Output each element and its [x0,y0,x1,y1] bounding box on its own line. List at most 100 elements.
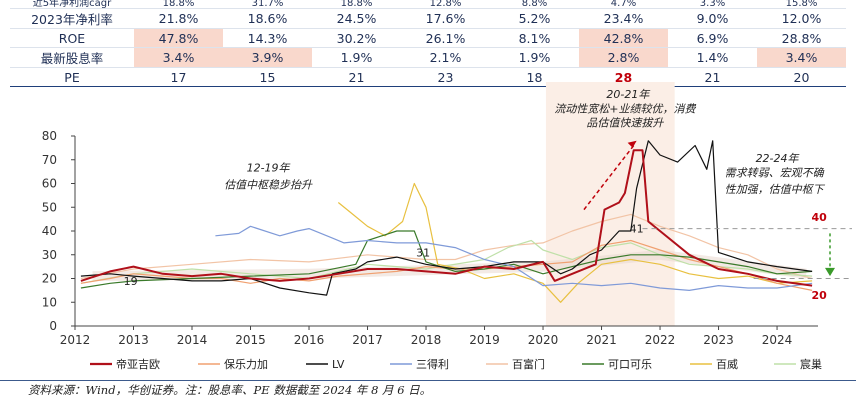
table-cell: 6.9% [668,28,757,48]
annotation: 12-19年 [247,162,291,175]
table-cell: 4.7% [579,0,668,9]
table-cell: 42.8% [579,28,668,48]
series-line-2 [80,140,813,296]
legend-label: 百富门 [512,357,545,371]
x-tick-label: 2024 [762,333,793,347]
series-line-4 [80,213,813,280]
row-label: 近5年净利润cagr [10,0,134,9]
table-cell: 1.4% [668,47,757,68]
table-row: 2023年净利率 21.8% 18.6% 24.5% 17.6% 5.2% 23.4% 9.0… [10,8,846,29]
x-tick-label: 2019 [469,333,500,347]
table-cell: 14.3% [223,28,312,48]
table-cell: 1.9% [312,47,401,68]
value-label: 41 [630,223,644,236]
table-cell: 3.4% [134,47,223,68]
legend-label: 帝亚吉欧 [116,357,160,371]
table-cell: 21 [312,67,401,87]
x-tick-label: 2015 [235,333,266,347]
valuation-table: 近5年净利润cagr 18.8% 31.7% 18.8% 12.8% 8.8% 4.7% 3.… [10,0,846,87]
table-cell: 12.8% [401,0,490,9]
x-tick-label: 2016 [294,333,325,347]
y-tick-label: 30 [42,248,57,262]
annotation: 22-24年 [756,152,800,165]
table-cell: 23.4% [579,8,668,29]
table-cell: 26.1% [401,28,490,48]
x-tick-label: 2017 [352,333,383,347]
x-tick-label: 2014 [177,333,208,347]
legend-label: 三得利 [416,358,449,371]
table-cell: 18.8% [312,0,401,9]
y-tick-label: 50 [42,200,57,214]
x-tick-label: 2021 [586,333,617,347]
table-cell: 23 [401,67,490,87]
y-tick-label: 40 [42,224,57,238]
table-cell: 31.7% [223,0,312,9]
table-cell: 2.1% [401,47,490,68]
annotation: 估值中枢稳步抬升 [224,178,313,191]
table-cell: 15 [223,67,312,87]
legend-label: 百威 [716,358,738,371]
annotation: 品估值快速拔升 [586,117,664,130]
x-tick-label: 2012 [60,333,91,347]
source-note: 资料来源：Wind，华创证券。注：股息率、PE 数据截至 2024 年 8 月 … [28,383,432,397]
y-tick-label: 0 [49,319,57,333]
y-tick-label: 60 [42,177,57,191]
table-cell: 17 [134,67,223,87]
table-cell: 3.3% [668,0,757,9]
legend-label: LV [332,358,345,371]
table-cell: 9.0% [668,8,757,29]
x-tick-label: 2020 [528,333,559,347]
table-cell: 15.8% [757,0,846,9]
x-tick-label: 2018 [411,333,442,347]
value-label: 40 [812,211,828,224]
footer-divider [0,380,856,381]
value-label: 31 [416,246,430,259]
table-cell: 21 [668,67,757,87]
table-cell: 20 [757,67,846,87]
rise-arrow-head [627,140,637,148]
legend-label: 可口可乐 [608,358,652,371]
x-tick-label: 2013 [118,333,149,347]
table-cell: 3.4% [757,47,846,68]
row-label: ROE [10,28,134,48]
value-label: 19 [124,275,138,288]
annotation: 需求转弱、宏观不确 [725,166,825,179]
table-cell: 8.1% [490,28,579,48]
x-tick-label: 2023 [703,333,734,347]
series-line-3 [215,225,813,291]
table-row: ROE 47.8% 14.3% 30.2% 26.1% 8.1% 42.8% 6.9% 28.8… [10,28,846,48]
row-label: 2023年净利率 [10,8,134,29]
table-cell: 17.6% [401,8,490,29]
series-line-0 [80,149,813,287]
table-cell: 21.8% [134,8,223,29]
table-cell: 1.9% [490,47,579,68]
legend-label: 保乐力加 [224,357,268,371]
annotation: 流动性宽松+业绩较优，消费 [554,102,696,115]
table-cell: 47.8% [134,28,223,48]
y-tick-label: 70 [42,153,57,167]
table-row: 近5年净利润cagr 18.8% 31.7% 18.8% 12.8% 8.8% 4.7% 3.… [10,0,846,9]
y-tick-label: 10 [42,295,57,309]
row-label: PE [10,67,134,87]
table-cell: 5.2% [490,8,579,29]
table-cell: 18.8% [134,0,223,9]
table-cell: 2.8% [579,47,668,68]
table-cell: 24.5% [312,8,401,29]
table-cell: 12.0% [757,8,846,29]
value-label: 20 [812,289,828,302]
table-row: 最新股息率 3.4% 3.9% 1.9% 2.1% 1.9% 2.8% 1.4% 3.4% [10,47,846,68]
table-cell: 18.6% [223,8,312,29]
y-tick-label: 20 [42,272,57,286]
row-label: 最新股息率 [10,47,134,68]
x-tick-label: 2022 [645,333,676,347]
table-cell: 30.2% [312,28,401,48]
series-line-6 [337,182,813,303]
table-cell: 3.9% [223,47,312,68]
table-cell: 8.8% [490,0,579,9]
annotation: 20-21年 [606,88,650,101]
y-tick-label: 80 [42,129,57,143]
annotation: 性加强，估值中枢下 [725,183,826,196]
table-row: PE 17 15 21 23 18 28 21 20 [10,67,846,87]
background-band [92,249,807,282]
